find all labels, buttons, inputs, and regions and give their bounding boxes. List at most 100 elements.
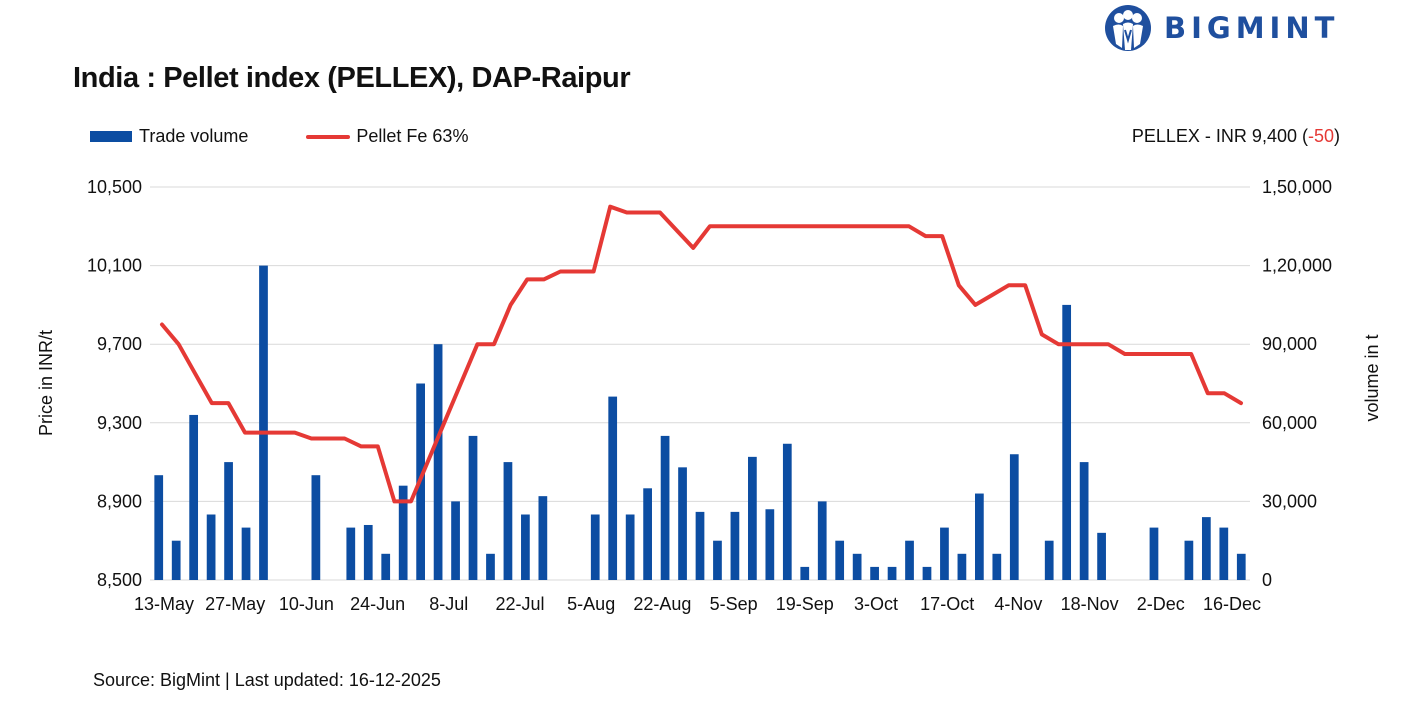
x-tick-label: 27-May <box>205 594 265 614</box>
volume-bar <box>975 493 984 580</box>
volume-bars <box>154 265 1246 580</box>
volume-bar <box>311 475 321 580</box>
x-tick-label: 24-Jun <box>350 594 405 614</box>
volume-bar <box>748 456 757 580</box>
x-tick-label: 17-Oct <box>920 594 974 614</box>
volume-bar <box>259 265 268 580</box>
legend-swatch-bar <box>90 131 132 142</box>
pellex-close: ) <box>1334 126 1340 146</box>
volume-bar <box>154 475 164 580</box>
pellex-summary: PELLEX - INR 9,400 (-50) <box>1132 126 1340 147</box>
y-left-tick-label: 8,500 <box>97 570 142 590</box>
bigmint-people-icon <box>1105 5 1151 51</box>
x-tick-label: 4-Nov <box>994 594 1042 614</box>
volume-bar <box>905 540 914 580</box>
x-tick-label: 5-Sep <box>710 594 758 614</box>
x-tick-label: 8-Jul <box>429 594 468 614</box>
legend-item-volume: Trade volume <box>90 126 248 147</box>
y-left-tick-label: 8,900 <box>97 491 142 511</box>
legend-swatch-line <box>306 134 351 139</box>
brand-logo: BIGMINT <box>1104 4 1339 52</box>
y-left-tick-label: 10,100 <box>87 256 142 276</box>
volume-bar <box>503 462 513 580</box>
volume-bar <box>1201 517 1211 580</box>
source-note: Source: BigMint | Last updated: 16-12-20… <box>93 670 441 690</box>
volume-bar <box>468 435 478 580</box>
x-tick-label: 18-Nov <box>1061 594 1119 614</box>
volume-bar <box>870 566 879 580</box>
volume-bar <box>521 514 530 580</box>
volume-bar <box>206 514 216 580</box>
volume-bar <box>381 553 391 580</box>
y-right-tick-label: 1,20,000 <box>1262 256 1332 276</box>
volume-bar <box>695 511 705 580</box>
x-tick-label: 2-Dec <box>1137 594 1185 614</box>
x-tick-label: 10-Jun <box>279 594 334 614</box>
volume-bar <box>363 524 373 580</box>
pellex-label: PELLEX - INR 9,400 ( <box>1131 126 1308 146</box>
volume-bar <box>241 527 251 580</box>
y-right-tick-label: 60,000 <box>1262 413 1317 433</box>
y-right-tick-label: 0 <box>1262 570 1272 590</box>
x-tick-label: 22-Aug <box>633 594 691 614</box>
price-line <box>160 204 1243 504</box>
volume-bar <box>1009 454 1019 580</box>
y-left-tick-label: 9,300 <box>97 413 142 433</box>
y-right-tick-label: 1,50,000 <box>1262 177 1332 197</box>
y-left-axis-title: Price in INR/t <box>36 330 56 436</box>
x-tick-label: 22-Jul <box>495 594 544 614</box>
legend-item-price: Pellet Fe 63% <box>306 126 468 147</box>
x-tick-label: 16-Dec <box>1203 594 1261 614</box>
volume-bar <box>625 514 635 580</box>
x-tick-label: 19-Sep <box>776 594 834 614</box>
volume-bar <box>1044 540 1054 580</box>
volume-bar <box>451 501 460 580</box>
volume-bar <box>433 344 443 580</box>
pellex-change: -50 <box>1307 126 1334 146</box>
price-series-line <box>160 204 1243 504</box>
volume-bar <box>992 553 1002 580</box>
volume-bar <box>1149 527 1159 580</box>
volume-bar <box>800 566 810 580</box>
y-right-axis-title: volume in t <box>1362 334 1382 421</box>
volume-bar <box>1062 304 1072 580</box>
volume-bar <box>1079 462 1089 580</box>
y-left-tick-label: 10,500 <box>87 177 142 197</box>
volume-bar <box>538 496 548 580</box>
volume-bar <box>1097 532 1106 580</box>
volume-bar <box>957 553 967 580</box>
volume-bar <box>346 527 356 580</box>
y-left-tick-label: 9,700 <box>97 334 142 354</box>
x-tick-label: 5-Aug <box>567 594 615 614</box>
y-right-tick-label: 30,000 <box>1262 491 1317 511</box>
chart-title: India : Pellet index (PELLEX), DAP-Raipu… <box>73 62 631 94</box>
volume-bar <box>171 540 181 580</box>
axis-ticks: 8,500 0 8,900 30,000 9,300 60,000 9,700 90,000 1… <box>87 177 1332 614</box>
volume-bar <box>643 488 652 580</box>
volume-bar <box>852 553 862 580</box>
volume-bar <box>224 462 233 580</box>
x-tick-label: 13-May <box>134 594 194 614</box>
volume-bar <box>765 509 775 580</box>
volume-bar <box>678 467 687 580</box>
y-right-tick-label: 90,000 <box>1262 334 1317 354</box>
volume-bar <box>1219 527 1229 580</box>
volume-bar <box>660 435 670 580</box>
x-tick-label: 3-Oct <box>854 594 898 614</box>
volume-bar <box>782 443 792 580</box>
volume-bar <box>713 540 722 580</box>
volume-bar <box>887 566 897 580</box>
volume-bar <box>922 566 932 580</box>
volume-bar <box>1236 553 1246 580</box>
volume-bar <box>817 501 827 580</box>
volume-bar <box>590 514 600 580</box>
brand-name: BIGMINT <box>1164 11 1340 45</box>
volume-bar <box>486 553 495 580</box>
legend-label-price: Pellet Fe 63% <box>356 126 469 146</box>
chart-legend: Trade volume Pellet Fe 63% <box>90 126 468 147</box>
volume-bar <box>1184 540 1194 580</box>
volume-bar <box>940 527 949 580</box>
volume-bar <box>730 511 740 580</box>
volume-bar <box>189 414 199 580</box>
